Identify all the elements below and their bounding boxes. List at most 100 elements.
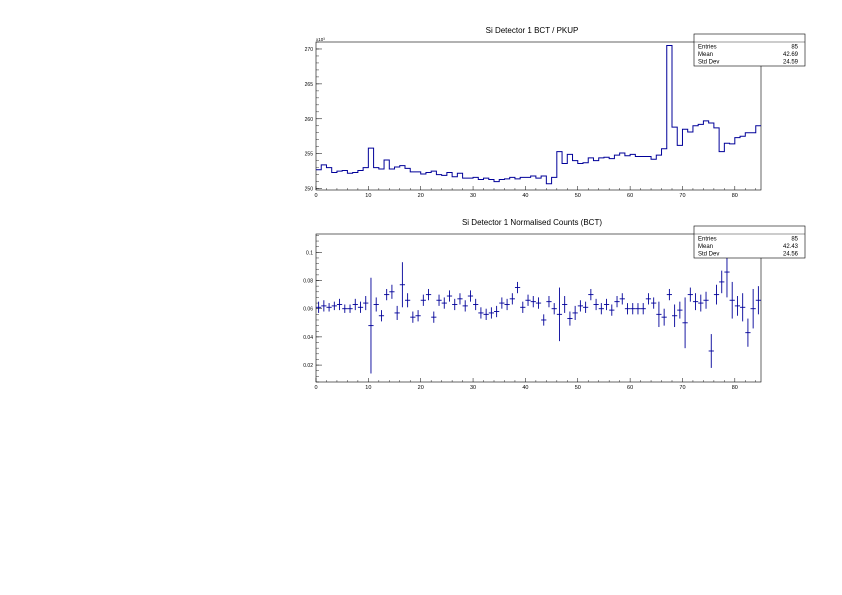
data-point <box>708 334 714 368</box>
x-tick-label: 20 <box>418 385 424 391</box>
data-point <box>499 297 505 309</box>
stats-stddev-value: 24.59 <box>783 60 799 66</box>
x-tick-label: 10 <box>365 385 371 391</box>
y-tick-label: 270 <box>305 47 314 53</box>
data-point <box>378 310 385 322</box>
data-point <box>436 294 442 306</box>
data-point <box>363 296 369 311</box>
x-tick-label: 0 <box>314 385 317 391</box>
data-point <box>530 296 536 308</box>
data-point <box>630 303 636 315</box>
data-point <box>431 311 437 323</box>
stats-mean-label: Mean <box>698 52 713 58</box>
plot-frame <box>315 233 762 383</box>
data-point <box>410 311 416 323</box>
y-axis: 250 255 260 265 270 <box>305 41 322 193</box>
data-point <box>651 297 657 309</box>
data-point <box>640 303 646 315</box>
data-point <box>619 293 625 305</box>
plot-frame <box>315 41 762 191</box>
data-point <box>473 298 479 311</box>
data-point <box>467 290 474 302</box>
data-point <box>384 288 390 301</box>
data-point <box>478 307 484 319</box>
y-tick-label: 0.02 <box>303 363 313 369</box>
y-exponent-label: x10³ <box>316 37 325 42</box>
data-point <box>514 281 521 294</box>
x-tick-label: 80 <box>732 193 738 199</box>
data-point <box>713 284 720 305</box>
data-point <box>352 298 358 311</box>
data-point <box>331 301 337 311</box>
chart-title: Si Detector 1 Normalised Counts (BCT) <box>462 218 602 227</box>
stats-mean-value: 42.43 <box>783 244 799 250</box>
x-axis: 0 10 20 30 40 50 60 70 80 <box>314 378 756 391</box>
data-point <box>698 294 704 312</box>
y-tick-label: 265 <box>305 82 314 88</box>
data-point <box>457 293 463 305</box>
y-tick-label: 260 <box>305 117 314 123</box>
data-point <box>394 305 400 320</box>
data-point <box>415 310 421 322</box>
chart-title: Si Detector 1 BCT / PKUP <box>486 26 579 35</box>
data-point <box>488 307 494 319</box>
x-tick-label: 60 <box>627 193 633 199</box>
data-point <box>389 284 395 299</box>
data-point <box>692 293 699 311</box>
data-point <box>504 298 510 311</box>
stats-stddev-label: Std Dev <box>698 60 719 66</box>
data-point <box>462 300 468 312</box>
data-point <box>645 293 652 305</box>
data-point <box>703 291 709 309</box>
data-point <box>316 301 322 313</box>
data-point <box>525 294 531 306</box>
data-point <box>755 286 761 315</box>
data-point <box>420 294 426 306</box>
errorbar-panel: Si Detector 1 Normalised Counts (BCT) 0 1… <box>303 218 806 391</box>
stats-stddev-value: 24.56 <box>783 252 799 258</box>
data-point <box>567 311 573 326</box>
data-point <box>609 304 615 316</box>
x-tick-label: 50 <box>575 385 581 391</box>
data-point <box>661 308 667 326</box>
data-point <box>541 314 547 326</box>
data-point <box>740 293 746 322</box>
y-tick-label: 0.08 <box>303 279 313 285</box>
x-tick-label: 50 <box>575 193 581 199</box>
data-point <box>635 303 641 315</box>
y-tick-label: 250 <box>305 187 314 193</box>
x-axis: 0 10 20 30 40 50 60 70 80 <box>314 186 756 199</box>
data-point <box>546 296 552 308</box>
data-point <box>535 297 542 309</box>
data-point <box>425 288 432 301</box>
data-point <box>593 298 599 311</box>
stats-entries-value: 85 <box>791 237 798 243</box>
x-tick-label: 30 <box>470 385 476 391</box>
histogram-panel: Si Detector 1 BCT / PKUP x10³ 0 10 20 30 40 5… <box>305 26 806 199</box>
data-point <box>326 303 332 312</box>
data-point <box>588 288 594 301</box>
x-tick-label: 80 <box>732 385 738 391</box>
data-point <box>583 301 589 313</box>
data-point <box>441 297 447 309</box>
data-point <box>672 304 678 328</box>
y-tick-label: 0.1 <box>306 250 313 256</box>
data-point <box>336 298 343 311</box>
data-point <box>520 301 526 313</box>
data-point <box>357 301 364 313</box>
x-tick-label: 70 <box>679 385 685 391</box>
data-point <box>347 304 353 313</box>
stats-stddev-label: Std Dev <box>698 252 719 258</box>
y-tick-label: 0.04 <box>303 335 313 341</box>
y-tick-label: 255 <box>305 152 314 158</box>
stats-box: Entries 85 Mean 42.69 Std Dev 24.59 <box>693 33 806 67</box>
x-tick-label: 40 <box>522 385 528 391</box>
data-point <box>682 297 688 349</box>
histogram-line <box>316 44 761 185</box>
data-point <box>598 303 604 315</box>
data-point <box>373 297 379 312</box>
stats-entries-label: Entries <box>698 45 717 51</box>
x-tick-label: 60 <box>627 385 633 391</box>
data-point <box>750 288 756 329</box>
data-point <box>572 305 578 320</box>
